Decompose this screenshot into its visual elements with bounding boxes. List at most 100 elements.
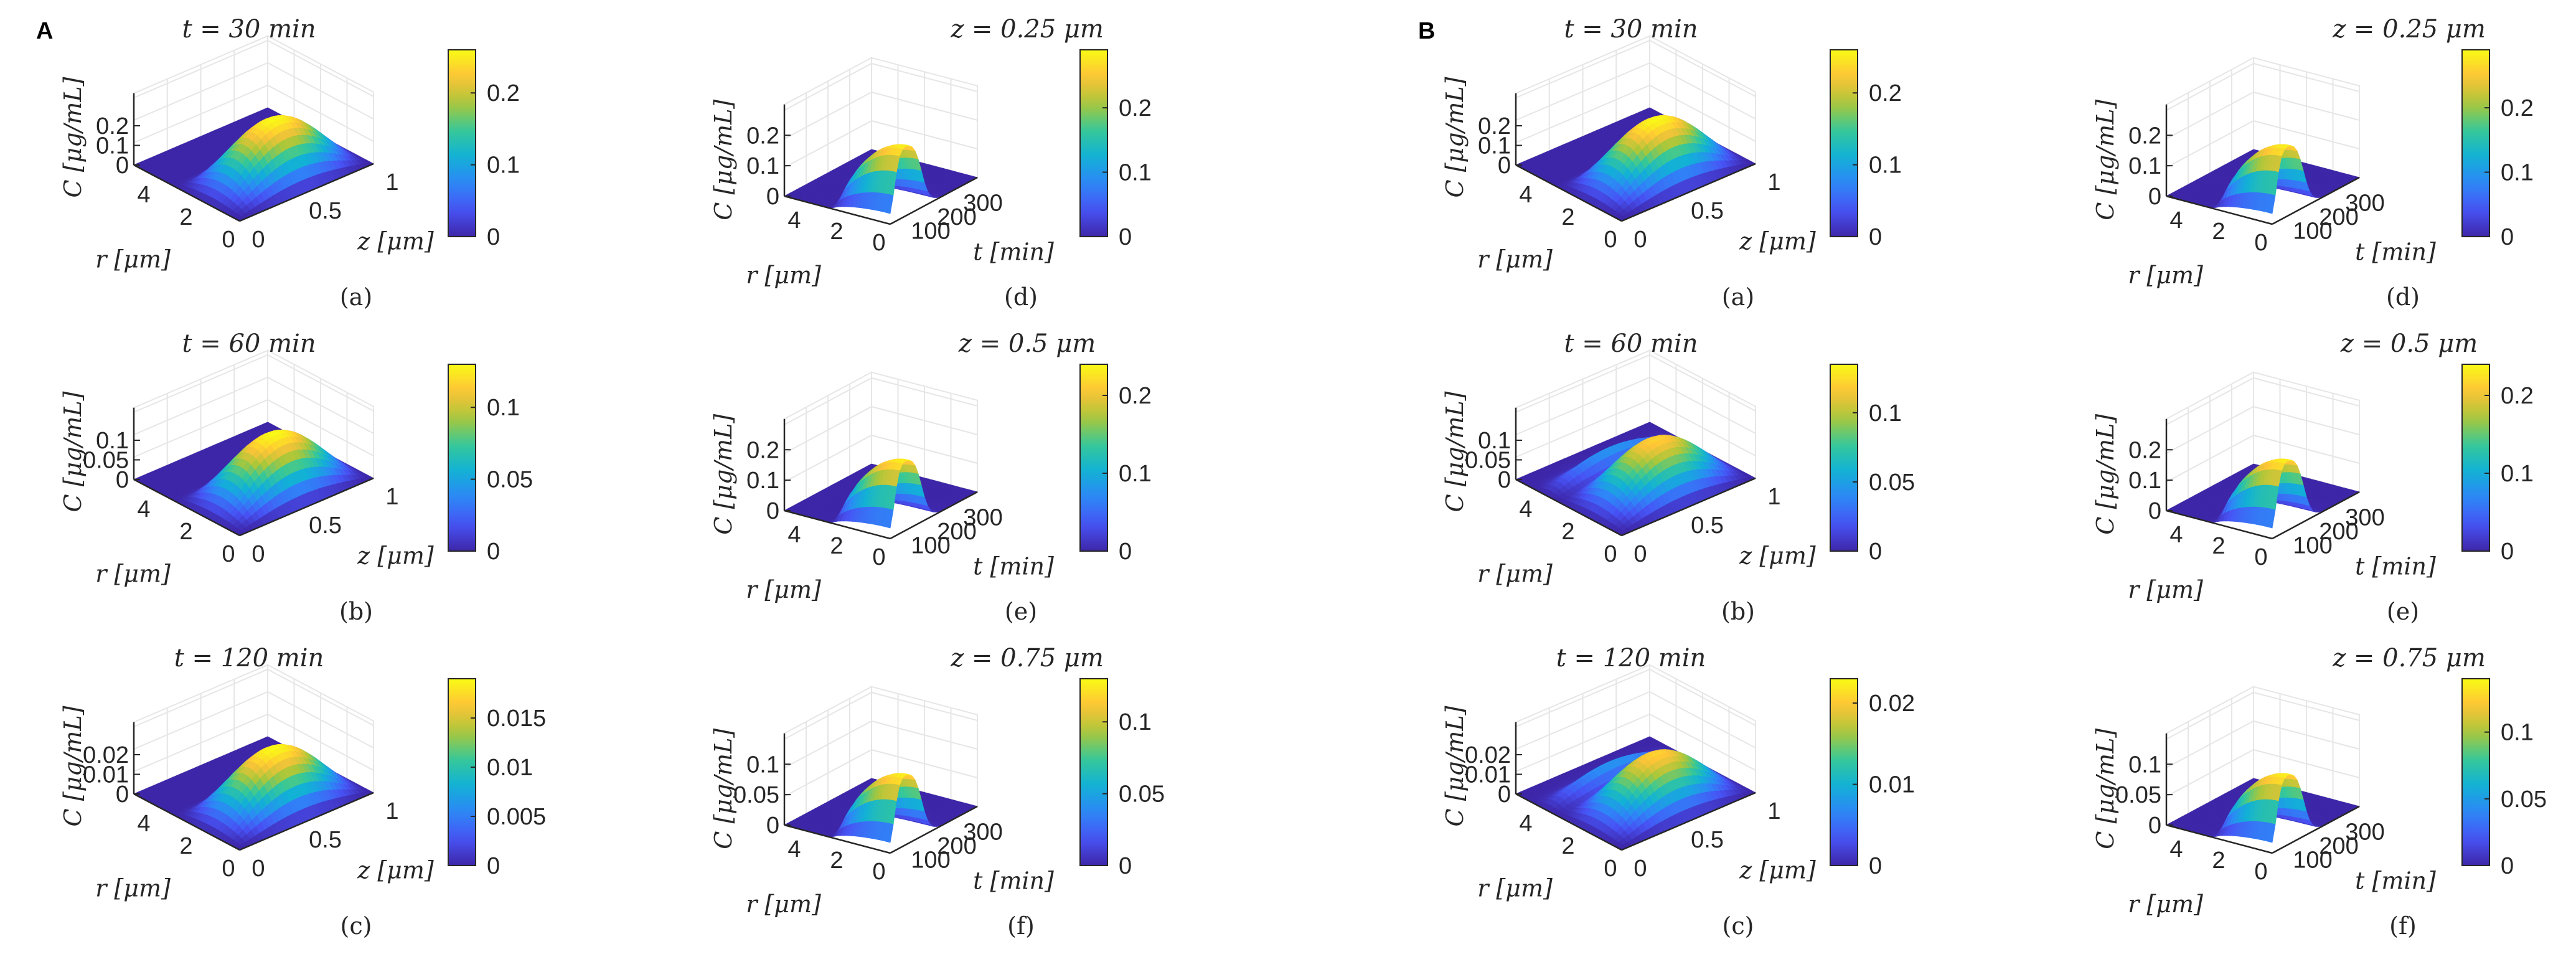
colorbar: 0 0.005 0.01 0.015 — [448, 678, 546, 879]
c-tick-label: 0 — [1498, 153, 1511, 179]
c-tick-label: 0.1 — [2128, 468, 2161, 494]
colorbar-tick-label: 0.2 — [487, 80, 520, 106]
c-tick-label: 0.2 — [746, 437, 779, 463]
t-axis-label: t [min] — [2355, 238, 2436, 266]
x-tick-label: 300 — [963, 190, 1002, 216]
x-tick-label: 1 — [1767, 484, 1780, 510]
colorbar-tick-label: 0 — [1119, 224, 1132, 250]
colorbar-tick-label: 0 — [1869, 539, 1882, 565]
colorbar-tick-label: 0.1 — [1119, 709, 1152, 735]
c-tick-label: 0 — [2148, 498, 2161, 524]
subplot-title: t = 120 min — [174, 644, 324, 673]
r-tick-label: 4 — [2169, 836, 2183, 862]
x-tick-label: 100 — [911, 532, 950, 559]
r-tick-label: 2 — [2212, 219, 2225, 245]
z-axis-label: z [μm] — [1739, 542, 1816, 570]
colorbar: 0 0.05 0.1 — [448, 364, 533, 565]
r-axis-label: r [μm] — [746, 890, 821, 918]
panel-A: A — [36, 18, 53, 44]
colorbar-tick-label: 0 — [2501, 539, 2514, 565]
surface — [783, 773, 979, 843]
x-tick-label: 0.5 — [1691, 198, 1724, 224]
t-axis-label: t [min] — [973, 867, 1054, 895]
r-tick-label: 0 — [1604, 856, 1617, 882]
r-tick-label: 4 — [137, 811, 150, 837]
r-tick-label: 4 — [1519, 182, 1532, 208]
c-tick-label: 0 — [766, 498, 779, 524]
c-axis-label: C [μg/mL] — [59, 706, 87, 826]
c-axis-label: C [μg/mL] — [710, 414, 737, 535]
r-tick-label: 0 — [2254, 230, 2267, 256]
subplot-title: z = 0.75 μm — [950, 644, 1104, 673]
c-tick-label: 0.1 — [1478, 428, 1511, 454]
x-tick-label: 0 — [251, 227, 265, 253]
c-axis-label: C [μg/mL] — [59, 391, 87, 512]
subplot-title: z = 0.25 μm — [950, 15, 1104, 44]
colorbar: 0 0.1 0.2 — [1079, 49, 1152, 250]
c-tick-label: 0.1 — [96, 428, 129, 454]
colorbar: 0 0.05 0.1 — [1079, 678, 1165, 879]
r-tick-label: 4 — [2169, 522, 2183, 548]
c-tick-label: 0 — [2148, 813, 2161, 839]
r-tick-label: 2 — [1561, 833, 1574, 859]
colorbar-tick-label: 0.05 — [1119, 781, 1165, 808]
colorbar-tick-label: 0.005 — [487, 804, 546, 830]
colorbar-tick-label: 0.01 — [1869, 772, 1915, 798]
surface — [133, 107, 374, 222]
c-tick-label: 0 — [766, 813, 779, 839]
subplot-label: (b) — [1721, 598, 1755, 625]
r-tick-label: 4 — [137, 182, 150, 208]
colorbar-tick-label: 0.2 — [2501, 95, 2534, 121]
subplot-label: (c) — [341, 912, 372, 940]
c-tick-label: 0.1 — [2128, 752, 2161, 778]
x-tick-label: 1 — [1767, 169, 1780, 196]
surface — [1515, 736, 1756, 851]
r-tick-label: 0 — [872, 230, 885, 256]
colorbar: 0 0.1 0.2 — [1830, 49, 1902, 250]
c-tick-label: 0.1 — [2128, 153, 2161, 179]
t-axis-label: t [min] — [973, 238, 1054, 266]
x-tick-label: 300 — [2345, 819, 2384, 845]
colorbar-tick-label: 0 — [1869, 224, 1882, 250]
c-tick-label: 0.05 — [83, 448, 129, 474]
x-tick-label: 200 — [937, 204, 976, 230]
c-tick-label: 0.2 — [1478, 113, 1511, 139]
c-tick-label: 0.01 — [1465, 762, 1511, 788]
r-tick-label: 4 — [1519, 811, 1532, 837]
x-tick-label: 300 — [963, 504, 1002, 531]
colorbar-tick-label: 0.05 — [487, 467, 533, 493]
x-tick-label: 100 — [2293, 218, 2332, 244]
r-tick-label: 0 — [1604, 541, 1617, 567]
colorbar-tick-label: 0.1 — [2501, 160, 2534, 186]
t-axis-label: t [min] — [2355, 553, 2436, 580]
z-axis-label: z [μm] — [357, 542, 434, 570]
r-tick-label: 2 — [830, 847, 843, 874]
c-axis-label: C [μg/mL] — [710, 100, 737, 220]
r-tick-label: 2 — [179, 833, 192, 859]
subplot-label: (d) — [1004, 283, 1038, 311]
c-tick-label: 0.2 — [746, 123, 779, 149]
colorbar-tick-label: 0.2 — [1119, 383, 1152, 409]
c-tick-label: 0.1 — [746, 752, 779, 778]
subplot-title: t = 60 min — [1564, 329, 1698, 358]
t-axis-label: t [min] — [2355, 867, 2436, 895]
x-tick-label: 0 — [1634, 227, 1647, 253]
r-tick-label: 0 — [222, 541, 235, 567]
subplot-label: (f) — [2389, 912, 2417, 940]
x-tick-label: 300 — [2345, 190, 2384, 216]
surface — [783, 144, 979, 214]
c-tick-label: 0 — [2148, 184, 2161, 210]
x-tick-label: 0 — [251, 541, 265, 567]
r-axis-label: r [μm] — [1477, 246, 1553, 273]
